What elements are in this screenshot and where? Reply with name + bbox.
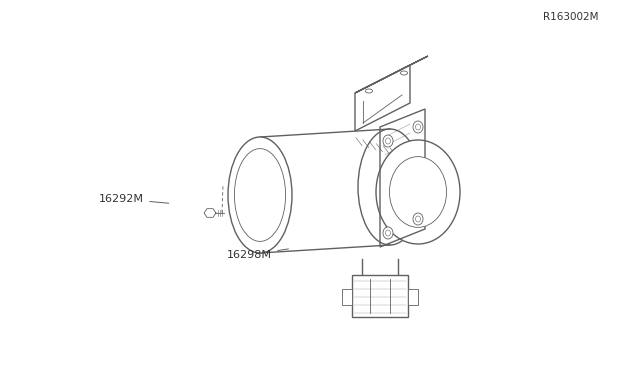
Ellipse shape <box>383 227 393 239</box>
Ellipse shape <box>413 121 423 133</box>
Polygon shape <box>342 289 352 305</box>
Ellipse shape <box>389 157 447 227</box>
Text: R163002M: R163002M <box>543 12 598 22</box>
Polygon shape <box>355 56 428 93</box>
Text: 16292M: 16292M <box>99 194 169 204</box>
Polygon shape <box>408 289 418 305</box>
Ellipse shape <box>358 129 422 245</box>
Ellipse shape <box>401 71 408 75</box>
Ellipse shape <box>228 137 292 253</box>
Polygon shape <box>352 275 408 317</box>
Ellipse shape <box>376 140 460 244</box>
Ellipse shape <box>413 213 423 225</box>
Ellipse shape <box>383 135 393 147</box>
Polygon shape <box>355 65 410 131</box>
Ellipse shape <box>365 89 372 93</box>
Text: 16298M: 16298M <box>227 249 289 260</box>
